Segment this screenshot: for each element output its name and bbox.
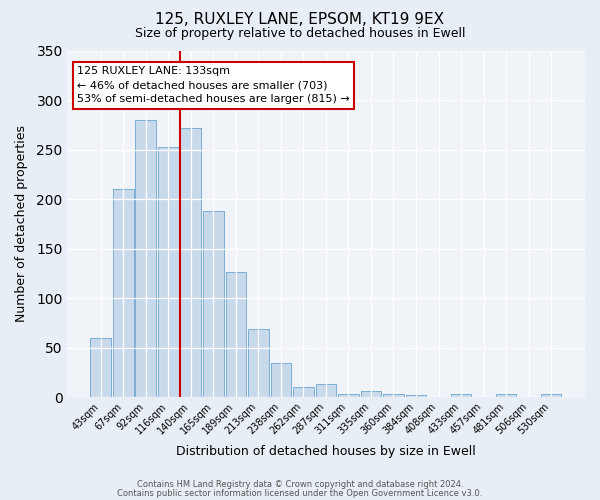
Bar bbox=[113, 189, 134, 397]
Bar bbox=[181, 128, 201, 397]
Bar bbox=[541, 394, 562, 397]
Text: 125, RUXLEY LANE, EPSOM, KT19 9EX: 125, RUXLEY LANE, EPSOM, KT19 9EX bbox=[155, 12, 445, 28]
Bar bbox=[451, 394, 472, 397]
Bar bbox=[361, 391, 382, 397]
Text: Size of property relative to detached houses in Ewell: Size of property relative to detached ho… bbox=[135, 28, 465, 40]
Bar bbox=[406, 395, 427, 397]
Bar bbox=[203, 211, 224, 397]
Bar bbox=[293, 387, 314, 397]
Bar bbox=[383, 394, 404, 397]
Bar bbox=[338, 394, 359, 397]
Y-axis label: Number of detached properties: Number of detached properties bbox=[15, 126, 28, 322]
Bar bbox=[158, 146, 179, 397]
X-axis label: Distribution of detached houses by size in Ewell: Distribution of detached houses by size … bbox=[176, 444, 476, 458]
Text: Contains public sector information licensed under the Open Government Licence v3: Contains public sector information licen… bbox=[118, 488, 482, 498]
Bar bbox=[91, 338, 111, 397]
Bar bbox=[316, 384, 336, 397]
Bar bbox=[248, 329, 269, 397]
Text: Contains HM Land Registry data © Crown copyright and database right 2024.: Contains HM Land Registry data © Crown c… bbox=[137, 480, 463, 489]
Bar bbox=[226, 272, 246, 397]
Bar bbox=[136, 120, 156, 397]
Text: 125 RUXLEY LANE: 133sqm
← 46% of detached houses are smaller (703)
53% of semi-d: 125 RUXLEY LANE: 133sqm ← 46% of detache… bbox=[77, 66, 350, 104]
Bar bbox=[496, 394, 517, 397]
Bar bbox=[271, 364, 291, 397]
